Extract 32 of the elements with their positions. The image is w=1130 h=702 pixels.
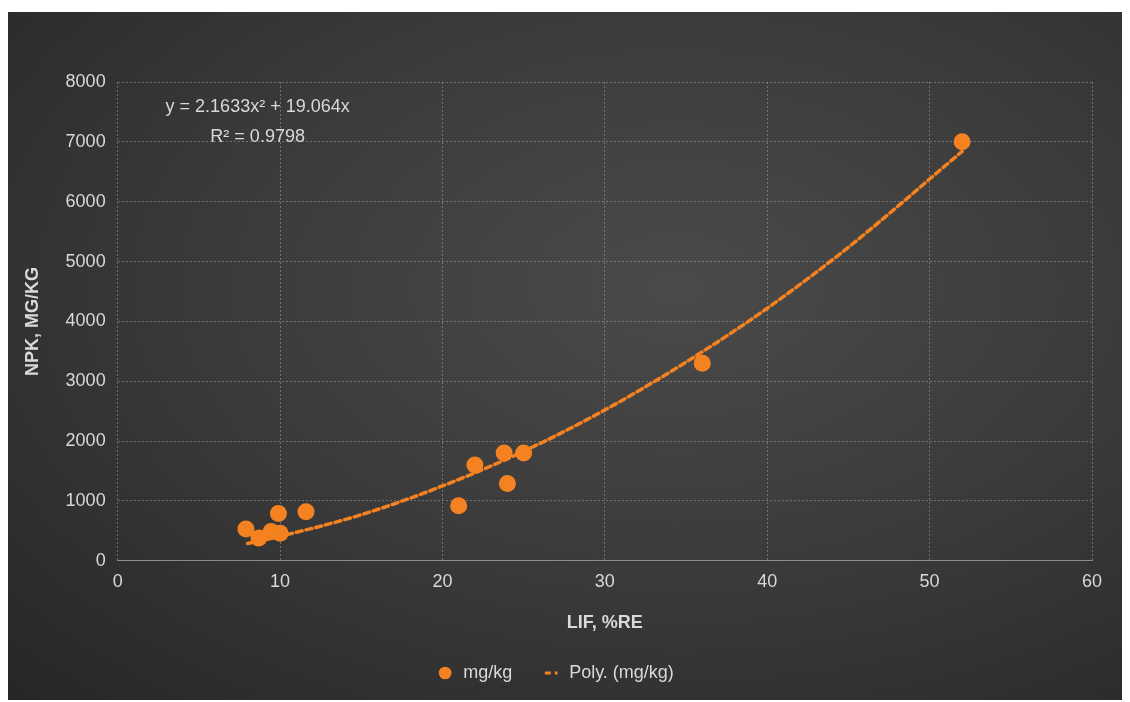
y-tick-label: 1000: [65, 489, 106, 510]
annotation: y = 2.1633x² + 19.064x: [165, 95, 350, 116]
legend-label: Poly. (mg/kg): [569, 661, 674, 682]
point: [237, 520, 255, 538]
point: [450, 497, 468, 515]
y-tick-label: 7000: [65, 130, 106, 151]
point: [515, 444, 533, 462]
x-tick-label: 10: [270, 570, 291, 591]
y-tick-label: 0: [95, 549, 106, 570]
legend-label: mg/kg: [463, 661, 513, 682]
point: [953, 133, 971, 151]
y-tick-label: 6000: [65, 190, 106, 211]
x-tick-label: 20: [432, 570, 453, 591]
annotation: R² = 0.9798: [210, 125, 305, 146]
x-tick-label: 0: [112, 570, 123, 591]
point: [269, 505, 287, 523]
x-tick-label: 40: [757, 570, 778, 591]
y-tick-label: 4000: [65, 310, 106, 331]
y-tick-label: 5000: [65, 250, 106, 271]
y-tick-label: 3000: [65, 370, 106, 391]
point: [466, 456, 484, 474]
x-axis-title: LIF, %RE: [566, 612, 643, 633]
x-tick-label: 30: [594, 570, 615, 591]
y-axis-title: NPK, MG/KG: [21, 266, 42, 376]
y-tick-label: 2000: [65, 430, 106, 451]
x-tick-label: 50: [919, 570, 940, 591]
point: [297, 503, 315, 521]
point: [498, 475, 516, 493]
point: [495, 444, 513, 462]
point: [693, 354, 711, 372]
x-tick-label: 60: [1081, 570, 1103, 591]
y-tick-label: 8000: [65, 70, 106, 91]
